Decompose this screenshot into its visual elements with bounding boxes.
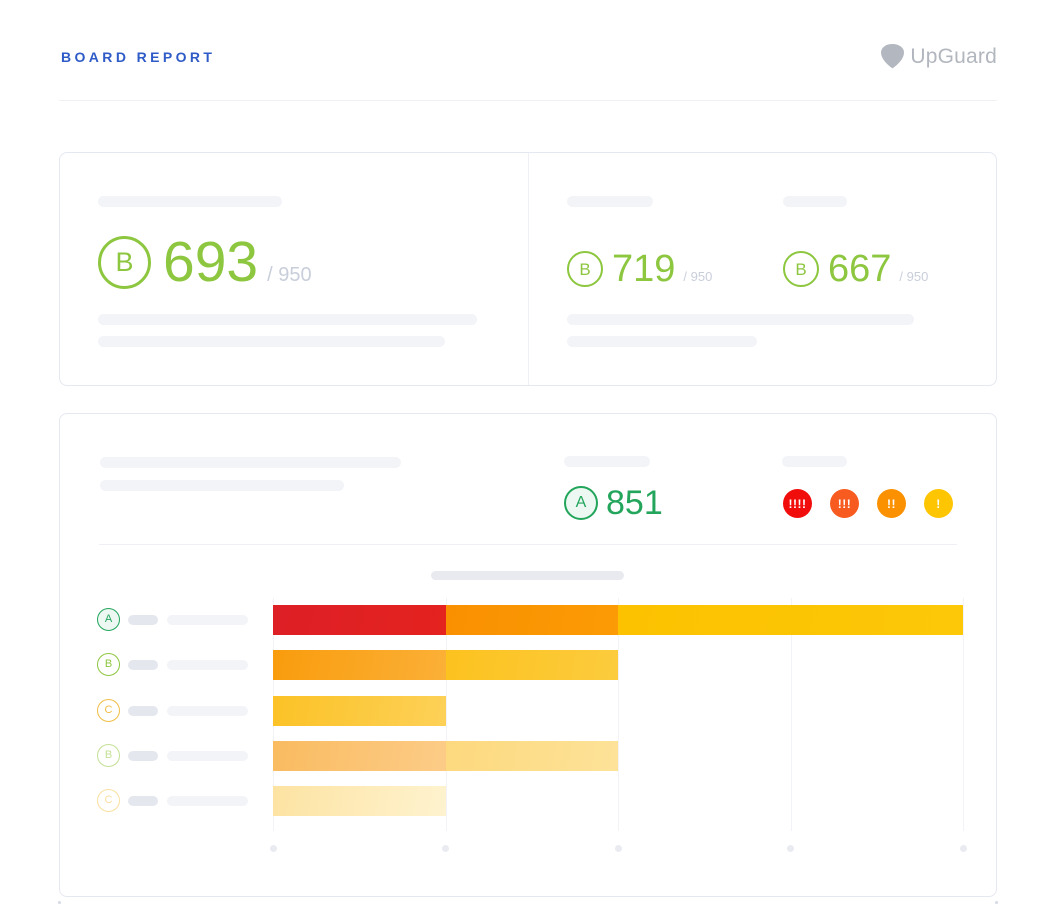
column-score-value: 667 — [828, 248, 892, 290]
overall-grade-badge: B — [98, 236, 151, 289]
average-score-value: 851 — [606, 484, 663, 522]
severity-badge: ! — [924, 489, 953, 518]
section-divider — [99, 544, 957, 545]
upguard-shield-icon — [881, 43, 905, 69]
placeholder-label — [128, 705, 158, 716]
chart-gridline — [618, 598, 619, 831]
axis-tick-dot — [787, 845, 794, 852]
placeholder-label — [128, 615, 158, 625]
placeholder-line — [98, 336, 445, 347]
row-grade-badge: B — [97, 653, 120, 677]
placeholder-line — [98, 314, 477, 325]
stacked-bar — [273, 695, 446, 726]
stacked-bar — [273, 650, 618, 681]
placeholder-label — [564, 456, 650, 467]
severity-badges: !!!!!!!!!! — [783, 489, 953, 518]
chart-gridline — [790, 598, 792, 831]
column-score-denominator: / 950 — [683, 269, 713, 284]
placeholder-line — [567, 336, 757, 347]
chart-row: B — [60, 740, 998, 771]
placeholder-label — [128, 796, 158, 807]
axis-tick-dot — [959, 845, 967, 852]
bar-segment — [445, 605, 618, 635]
bar-segment — [445, 650, 618, 681]
chart-title-placeholder — [431, 571, 624, 580]
bar-segment — [618, 605, 963, 635]
placeholder-line — [167, 750, 248, 761]
brand-logo: UpGuard — [881, 43, 997, 70]
overall-score-denominator: / 950 — [267, 264, 312, 286]
bar-segment — [273, 740, 446, 771]
placeholder-line — [100, 480, 344, 491]
page-edge-mark — [58, 901, 61, 904]
stacked-bar — [273, 605, 963, 635]
chart-row: C — [60, 786, 998, 817]
card-divider — [528, 153, 529, 385]
placeholder-label — [98, 196, 282, 207]
page-edge-mark — [995, 901, 998, 904]
placeholder-line — [167, 705, 248, 716]
chart-row: A — [60, 605, 998, 635]
row-grade-badge: A — [97, 608, 120, 631]
summary-card: B 693 / 950 B 719 / 950 B 667 / 950 — [59, 152, 997, 386]
header-divider — [59, 100, 997, 101]
chart-row: B — [60, 650, 998, 681]
bar-segment — [445, 740, 618, 771]
chart-gridline — [445, 598, 447, 831]
placeholder-label — [567, 196, 653, 207]
column-score-1: B 719 / 950 — [567, 250, 712, 288]
placeholder-label — [783, 196, 847, 207]
placeholder-line — [167, 796, 248, 807]
severity-badge: !!! — [830, 489, 859, 518]
placeholder-line — [100, 457, 401, 468]
brand-name: UpGuard — [910, 44, 997, 68]
column-grade-badge: B — [567, 251, 603, 287]
column-score-value: 719 — [612, 248, 676, 290]
chart-gridline — [963, 598, 964, 831]
axis-tick-dot — [442, 845, 449, 852]
overall-score-value: 693 — [163, 230, 259, 294]
stacked-bar — [273, 740, 618, 771]
placeholder-label — [782, 456, 847, 467]
row-grade-badge: B — [97, 743, 120, 767]
column-score-denominator: / 950 — [899, 269, 929, 284]
bar-segment — [273, 695, 446, 726]
bar-segment — [273, 650, 446, 681]
column-score-2: B 667 / 950 — [783, 250, 928, 288]
row-grade-badge: C — [97, 698, 120, 722]
placeholder-line — [167, 660, 248, 671]
axis-tick-dot — [269, 845, 277, 852]
placeholder-label — [128, 750, 158, 761]
average-grade-badge: A — [564, 486, 598, 520]
overall-score: B 693 / 950 — [98, 234, 312, 291]
stacked-bar — [273, 786, 446, 817]
chart-row: C — [60, 695, 998, 726]
placeholder-label — [128, 660, 158, 671]
column-grade-badge: B — [783, 251, 819, 287]
row-grade-badge: C — [97, 789, 120, 813]
severity-badge: !! — [877, 489, 906, 518]
average-score: A 851 — [564, 486, 663, 520]
bar-segment — [273, 605, 446, 635]
bar-segment — [273, 786, 446, 817]
severity-badge: !!!! — [783, 489, 812, 518]
placeholder-line — [567, 314, 914, 325]
placeholder-line — [167, 615, 248, 625]
page-title: BOARD REPORT — [61, 49, 216, 65]
axis-tick-dot — [614, 845, 622, 852]
